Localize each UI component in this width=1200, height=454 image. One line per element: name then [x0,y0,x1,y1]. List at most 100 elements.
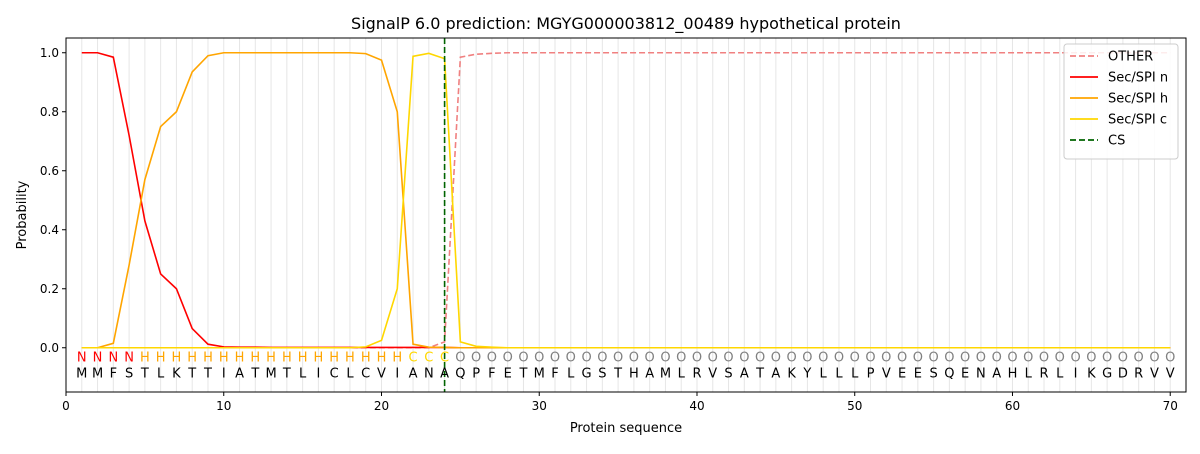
region-label: O [739,351,749,366]
region-label: H [266,351,276,366]
region-label: O [455,351,465,366]
region-label: C [409,351,418,366]
region-label: O [1086,351,1096,366]
region-label: O [676,351,686,366]
y-tick-label: 1.0 [40,46,59,60]
residue-label: T [613,366,622,381]
residue-label: A [440,366,449,381]
region-label: O [1039,351,1049,366]
residue-label: F [488,366,495,381]
legend-label: Sec/SPI n [1108,71,1168,86]
x-axis-label: Protein sequence [570,421,682,436]
residue-label: M [660,366,671,381]
residue-label: V [1150,366,1159,381]
region-label: O [865,351,875,366]
residue-label: A [409,366,418,381]
y-tick-label: 0.6 [40,164,59,178]
region-label: H [282,351,292,366]
residue-label: D [1118,366,1128,381]
region-label: O [881,351,891,366]
region-label: H [140,351,150,366]
region-label: O [629,351,639,366]
series-line-sec-spi-h [81,51,1171,349]
region-label: O [802,351,812,366]
residue-label: E [914,366,922,381]
residue-label: C [361,366,370,381]
legend-label: OTHER [1108,50,1153,65]
residue-label: P [867,366,875,381]
region-label: O [518,351,528,366]
region-label: O [1055,351,1065,366]
region-label: O [1118,351,1128,366]
region-label: O [487,351,497,366]
region-label: H [329,351,339,366]
region-label: N [93,351,103,366]
region-label: O [581,351,591,366]
region-label: H [361,351,371,366]
residue-label: I [1074,366,1078,381]
residue-label: F [110,366,117,381]
residue-label: R [1134,366,1143,381]
residue-label: Q [455,366,465,381]
legend-label: Sec/SPI c [1108,113,1167,128]
residue-label: L [820,366,828,381]
x-tick-label: 50 [847,399,862,413]
residue-label: V [377,366,386,381]
region-label: H [156,351,166,366]
region-label: O [645,351,655,366]
region-label: O [503,351,513,366]
residue-label: A [771,366,780,381]
residue-label: T [140,366,149,381]
region-label: O [818,351,828,366]
region-label: O [1007,351,1017,366]
region-label: H [314,351,324,366]
residue-label: R [1040,366,1049,381]
x-tick-label: 20 [374,399,389,413]
residue-label: I [395,366,399,381]
x-tick-label: 70 [1163,399,1178,413]
region-label: O [834,351,844,366]
region-label: H [298,351,308,366]
region-label: C [440,351,449,366]
region-label: O [897,351,907,366]
residue-label: T [518,366,527,381]
residue-label: Q [944,366,954,381]
residue-label: I [316,366,320,381]
region-label: O [597,351,607,366]
residue-label: L [851,366,859,381]
residue-label: T [187,366,196,381]
plot-frame [65,37,1187,393]
region-label: O [992,351,1002,366]
residue-label: E [961,366,969,381]
residue-label: Y [802,366,811,381]
series-line-other [81,51,1171,349]
region-label: H [250,351,260,366]
residue-label: V [882,366,891,381]
sequence-labels: NMNMNFNSHTHLHKHTHTHIHAHTHMHTHLHIHCHLHCHV… [76,351,1175,382]
region-label: O [534,351,544,366]
region-label: N [77,351,87,366]
residue-label: V [708,366,717,381]
region-label: O [1102,351,1112,366]
region-label: O [1023,351,1033,366]
region-label: C [424,351,433,366]
region-label: H [187,351,197,366]
region-label: H [203,351,213,366]
region-label: O [692,351,702,366]
residue-label: L [1025,366,1033,381]
region-label: O [723,351,733,366]
residue-label: V [1166,366,1175,381]
region-label: O [976,351,986,366]
region-label: O [1165,351,1175,366]
grid-layer [81,38,1171,392]
residue-label: E [504,366,512,381]
residue-label: T [203,366,212,381]
residue-label: P [472,366,480,381]
region-label: H [235,351,245,366]
x-tick-label: 10 [216,399,231,413]
residue-label: M [92,366,103,381]
residue-label: A [645,366,654,381]
x-tick-label: 30 [532,399,547,413]
